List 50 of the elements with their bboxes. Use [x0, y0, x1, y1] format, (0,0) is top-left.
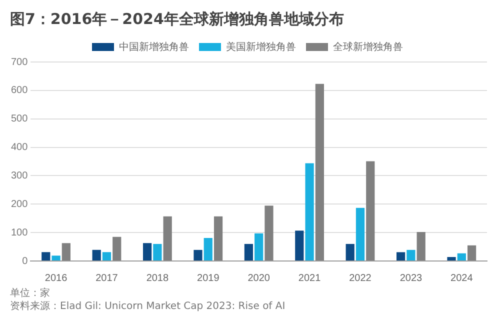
legend-label: 全球新增独角兽	[333, 40, 403, 53]
bar	[416, 232, 426, 260]
x-tick-label: 2020	[248, 272, 270, 284]
bar	[142, 243, 152, 260]
bar	[153, 244, 162, 260]
chart-title: 图7：2016年－2024年全球新增独角兽地域分布	[9, 9, 345, 30]
text: 单位：家	[10, 287, 51, 300]
bar	[42, 252, 50, 260]
x-tick-label: 2023	[400, 272, 423, 284]
bar	[356, 208, 365, 260]
x-tick-label: 2018	[146, 272, 169, 284]
x-tick-label: 2021	[298, 272, 322, 284]
bar	[244, 244, 254, 260]
bar	[264, 206, 274, 260]
bar	[447, 257, 456, 260]
y-tick-label: 0	[22, 256, 28, 267]
bar	[406, 250, 416, 260]
x-tick-label: 2024	[450, 272, 474, 284]
y-tick-label: 300	[10, 170, 28, 182]
legend-label: 美国新增独角兽	[226, 40, 296, 53]
bar	[214, 216, 223, 260]
bar	[396, 252, 406, 260]
legend-label: 中国新增独角兽	[119, 40, 189, 53]
y-tick-label: 400	[10, 142, 28, 154]
x-tick-label: 2016	[44, 272, 68, 284]
bar	[204, 238, 212, 260]
y-tick-label: 500	[10, 114, 28, 125]
x-tick-label: 2022	[349, 272, 372, 284]
bar	[346, 244, 354, 260]
y-tick-label: 100	[10, 227, 28, 238]
bar	[62, 243, 70, 260]
bar	[194, 250, 202, 260]
bar	[305, 163, 314, 260]
bar	[467, 245, 476, 260]
bar	[92, 250, 101, 260]
bar	[102, 252, 112, 260]
bar	[315, 84, 324, 260]
bar	[112, 236, 122, 260]
bar	[163, 216, 172, 260]
y-tick-label: 700	[10, 56, 28, 68]
bar	[254, 233, 264, 260]
x-tick-label: 2019	[197, 272, 220, 284]
bar	[366, 161, 375, 260]
y-tick-label: 200	[10, 198, 28, 210]
bar	[295, 230, 304, 260]
bar	[457, 253, 466, 260]
y-tick-label: 600	[10, 85, 28, 96]
text: 资料来源：Elad Gil: Unicorn Market Cap 2023: Rise of AI	[10, 300, 286, 313]
x-tick-label: 2017	[96, 272, 118, 284]
bar	[52, 256, 60, 260]
